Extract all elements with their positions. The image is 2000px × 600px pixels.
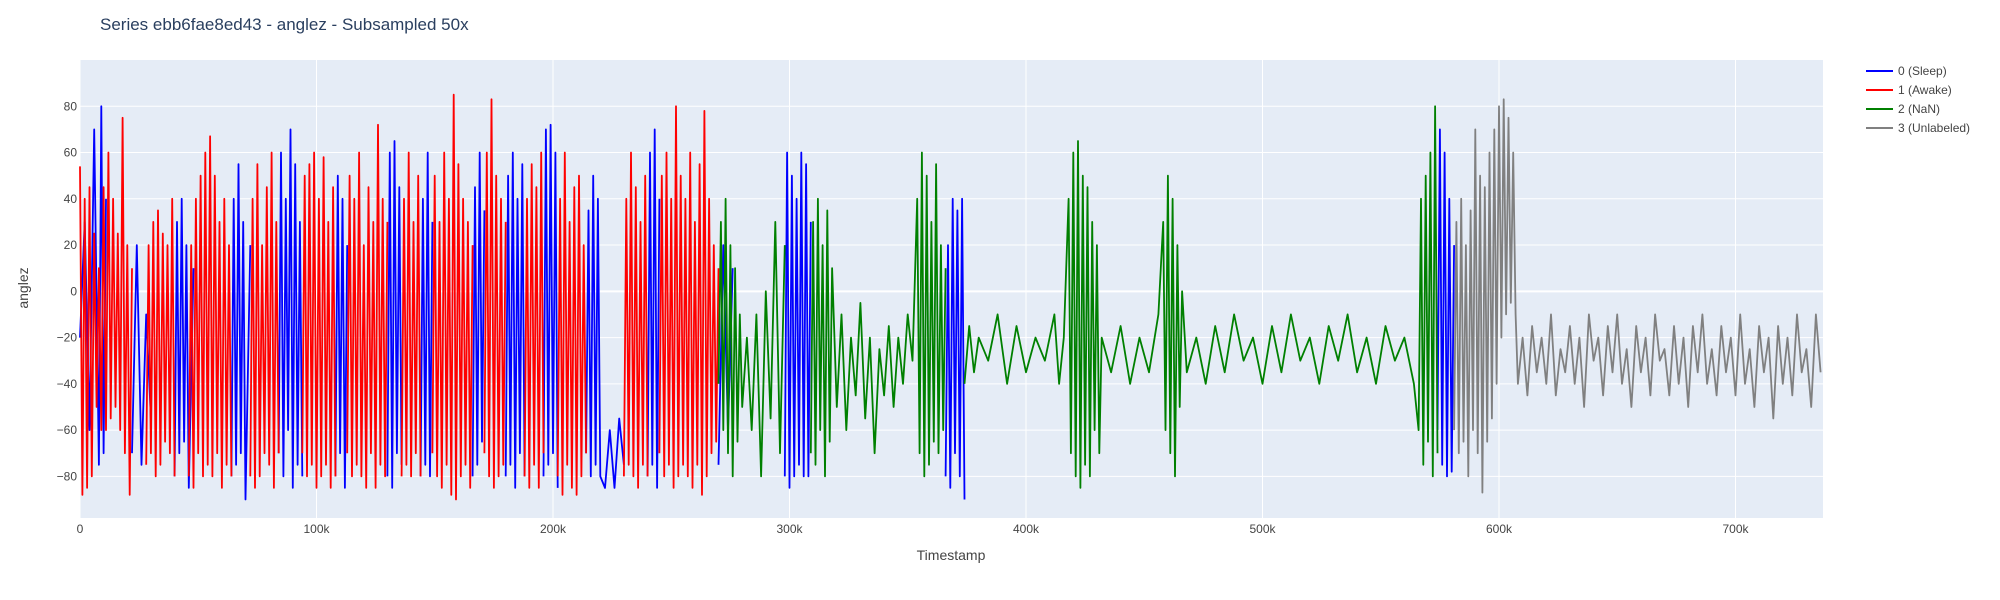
x-tick-label: 0: [77, 522, 84, 536]
series-line-segment: [585, 174, 625, 489]
series-line-segment: [346, 123, 389, 489]
series-line-segment: [277, 128, 304, 489]
series-line-segment: [963, 105, 1439, 489]
series-line-segment: [658, 105, 720, 496]
series-line-segment: [809, 151, 947, 478]
x-tick-label: 400k: [1013, 522, 1040, 536]
series-line-segment: [471, 151, 486, 477]
series-line-segment: [646, 128, 661, 489]
series-line-segment: [783, 151, 812, 489]
series-line-segment: [334, 174, 349, 489]
series-2-nan: [717, 105, 1439, 489]
series-line-segment: [523, 151, 545, 489]
series-line-segment: [556, 151, 587, 496]
x-tick-label: 300k: [776, 522, 803, 536]
series-3-unlabeled: [1453, 98, 1822, 494]
legend: 0 (Sleep) 1 (Awake) 2 (NaN) 3 (Unlabeled): [1866, 64, 1970, 135]
x-axis-ticks: 0 100k 200k 300k 400k 500k 600k 700k: [77, 522, 1750, 536]
series-line-segment: [230, 163, 252, 501]
legend-item[interactable]: 0 (Sleep): [1866, 64, 1947, 78]
y-tick-label: −60: [57, 423, 78, 437]
series-line-segment: [1436, 128, 1455, 478]
legend-label: 0 (Sleep): [1898, 64, 1947, 78]
series-line-segment: [431, 93, 474, 501]
series-line-segment: [79, 116, 133, 496]
y-axis-title: anglez: [15, 267, 31, 308]
y-tick-label: 80: [64, 99, 78, 113]
series-line-segment: [400, 151, 422, 478]
x-tick-label: 200k: [540, 522, 567, 536]
y-tick-label: 40: [64, 192, 78, 206]
x-tick-label: 600k: [1486, 522, 1513, 536]
y-tick-label: −40: [57, 377, 78, 391]
legend-item[interactable]: 3 (Unlabeled): [1866, 121, 1970, 135]
series-line-segment: [386, 140, 403, 489]
x-axis-title: Timestamp: [917, 547, 986, 563]
series-line-segment: [483, 98, 507, 489]
x-tick-label: 700k: [1722, 522, 1749, 536]
series-1-awake: [79, 93, 720, 501]
series-line-segment: [504, 151, 526, 489]
legend-label: 1 (Awake): [1898, 83, 1952, 97]
y-tick-label: 20: [64, 238, 78, 252]
y-tick-label: −80: [57, 469, 78, 483]
y-tick-label: −20: [57, 331, 78, 345]
series-line-segment: [717, 244, 734, 465]
legend-label: 3 (Unlabeled): [1898, 121, 1970, 135]
y-tick-label: 60: [64, 146, 78, 160]
series-lines: [79, 93, 1822, 501]
x-tick-label: 500k: [1249, 522, 1276, 536]
series-line-segment: [717, 197, 786, 478]
legend-item[interactable]: 1 (Awake): [1866, 83, 1952, 97]
y-tick-label: 0: [70, 284, 77, 298]
series-line-segment: [1453, 98, 1822, 494]
series-line-segment: [187, 135, 233, 489]
series-line-segment: [249, 151, 280, 489]
series-line-segment: [542, 123, 559, 488]
series-line-segment: [419, 151, 434, 478]
x-tick-label: 100k: [303, 522, 330, 536]
chart-title: Series ebb6fae8ed43 - anglez - Subsample…: [100, 15, 469, 34]
legend-label: 2 (NaN): [1898, 102, 1940, 116]
series-line-segment: [623, 151, 649, 489]
series-line-segment: [944, 197, 966, 500]
series-line-segment: [145, 197, 176, 478]
series-line-segment: [301, 151, 337, 489]
y-axis-ticks: 80 60 40 20 0 −20 −40 −60 −80: [57, 99, 78, 483]
legend-item[interactable]: 2 (NaN): [1866, 102, 1940, 116]
